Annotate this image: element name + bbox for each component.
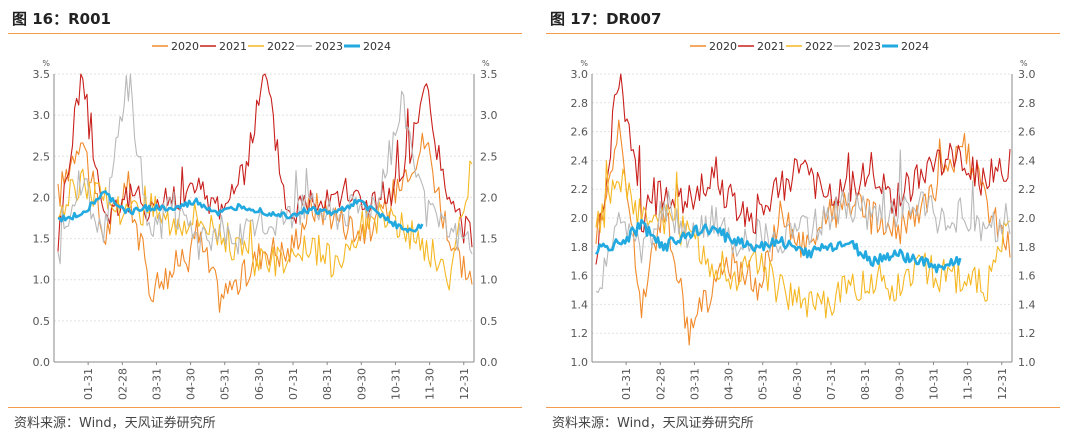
y-tick-label-right: 2.0 [1018, 212, 1036, 225]
x-tick-label: 01-31 [620, 368, 633, 400]
legend-label: 2024 [363, 40, 391, 53]
x-tick-label: 12-31 [458, 368, 471, 400]
x-tick-label: 10-31 [927, 368, 940, 400]
y-tick-label-left: 2.0 [33, 191, 51, 204]
legend-label: 2023 [853, 40, 881, 53]
y-tick-label-left: 1.8 [571, 241, 589, 254]
y-tick-label-right: 1.4 [1018, 298, 1036, 311]
y-unit-left: % [42, 59, 50, 68]
x-tick-label: 01-31 [82, 368, 95, 400]
y-tick-label-left: 1.2 [571, 327, 589, 340]
x-tick-label: 12-31 [996, 368, 1009, 400]
series-line-2021 [57, 73, 473, 252]
legend-label: 2022 [805, 40, 833, 53]
x-tick-label: 10-31 [389, 368, 402, 400]
legend-label: 2020 [709, 40, 737, 53]
y-tick-label-right: 1.5 [480, 233, 498, 246]
x-tick-label: 03-31 [150, 368, 163, 400]
series-line-2023 [57, 73, 473, 265]
y-tick-label-left: 0.0 [33, 356, 51, 369]
y-tick-label-left: 2.0 [571, 212, 589, 225]
chart-panel-dr007: 图 17：DR007 1.0 1.0 1.2 1.2 1.4 1.4 1.6 1.6 1.8 1.… [546, 0, 1066, 434]
y-tick-label-right: 1.2 [1018, 327, 1036, 340]
legend-label: 2021 [757, 40, 785, 53]
x-tick-label: 11-30 [962, 368, 975, 400]
x-tick-label: 04-30 [185, 368, 198, 400]
y-tick-label-left: 2.8 [571, 97, 589, 110]
y-tick-label-left: 3.0 [571, 68, 589, 81]
y-tick-label-right: 2.8 [1018, 97, 1036, 110]
y-tick-label-right: 2.0 [480, 191, 498, 204]
x-tick-label: 07-31 [287, 368, 300, 400]
y-tick-label-right: 1.0 [480, 274, 498, 287]
series-line-2020 [595, 119, 1011, 346]
y-tick-label-left: 1.5 [33, 233, 51, 246]
legend-label: 2021 [219, 40, 247, 53]
y-tick-label-left: 3.0 [33, 109, 51, 122]
y-unit-right: % [1020, 59, 1028, 68]
y-tick-label-right: 2.6 [1018, 126, 1036, 139]
y-tick-label-right: 0.5 [480, 315, 498, 328]
chart-dr007: 1.0 1.0 1.2 1.2 1.4 1.4 1.6 1.6 1.8 1.8 2.0 2.0 2.2 2… [571, 40, 1036, 400]
x-tick-label: 07-31 [825, 368, 838, 400]
y-tick-label-right: 3.0 [480, 109, 498, 122]
y-unit-right: % [482, 59, 490, 68]
x-tick-label: 03-31 [688, 368, 701, 400]
source-note: 资料来源：Wind，天风证券研究所 [14, 416, 216, 431]
y-tick-label-right: 2.2 [1018, 183, 1036, 196]
series-line-2024 [594, 218, 962, 274]
bottom-rule [546, 407, 1060, 408]
x-tick-label: 06-30 [791, 368, 804, 400]
chart-title: 图 17：DR007 [550, 10, 662, 28]
y-tick-label-right: 3.0 [1018, 68, 1036, 81]
legend-label: 2024 [901, 40, 929, 53]
x-tick-label: 08-31 [859, 368, 872, 400]
x-tick-label: 06-30 [253, 368, 266, 400]
series-line-2022 [57, 160, 473, 291]
top-rule [546, 33, 1060, 34]
x-tick-label: 09-30 [355, 368, 368, 400]
series-line-2021 [595, 73, 1011, 265]
y-tick-label-left: 3.5 [33, 68, 51, 81]
y-tick-label-left: 1.4 [571, 298, 589, 311]
y-tick-label-left: 2.2 [571, 183, 589, 196]
source-note: 资料来源：Wind，天风证券研究所 [552, 416, 754, 431]
series-line-2020 [57, 132, 473, 313]
y-unit-left: % [580, 59, 588, 68]
chart-r001: 0.0 0.0 0.5 0.5 1.0 1.0 1.5 1.5 2.0 2.0 2.5 2.5 3.0 3… [33, 40, 498, 400]
series-line-2022 [595, 160, 1011, 319]
y-tick-label-left: 2.5 [33, 150, 51, 163]
x-tick-label: 09-30 [893, 368, 906, 400]
top-rule [8, 33, 522, 34]
y-tick-label-right: 3.5 [480, 68, 498, 81]
y-tick-label-right: 1.0 [1018, 356, 1036, 369]
y-tick-label-right: 1.6 [1018, 270, 1036, 283]
x-tick-label: 11-30 [424, 368, 437, 400]
chart-title: 图 16：R001 [12, 10, 111, 28]
legend-label: 2020 [171, 40, 199, 53]
x-tick-label: 08-31 [321, 368, 334, 400]
x-tick-label: 04-30 [723, 368, 736, 400]
y-tick-label-right: 1.8 [1018, 241, 1036, 254]
y-tick-label-left: 1.6 [571, 270, 589, 283]
y-tick-label-right: 2.4 [1018, 154, 1036, 167]
series-line-2023 [595, 149, 1011, 293]
legend-label: 2022 [267, 40, 295, 53]
legend-label: 2023 [315, 40, 343, 53]
y-tick-label-left: 1.0 [571, 356, 589, 369]
y-tick-label-right: 0.0 [480, 356, 498, 369]
chart-panel-r001: 图 16：R001 0.0 0.0 0.5 0.5 1.0 1.0 1.5 1.5 2.0 2.0… [8, 0, 528, 434]
x-tick-label: 05-31 [219, 368, 232, 400]
x-tick-label: 05-31 [757, 368, 770, 400]
series-line-2024 [57, 190, 424, 233]
y-tick-label-left: 1.0 [33, 274, 51, 287]
y-tick-label-right: 2.5 [480, 150, 498, 163]
x-tick-label: 02-28 [654, 368, 667, 400]
bottom-rule [8, 407, 522, 408]
y-tick-label-left: 2.6 [571, 126, 589, 139]
y-tick-label-left: 0.5 [33, 315, 51, 328]
x-tick-label: 02-28 [116, 368, 129, 400]
y-tick-label-left: 2.4 [571, 154, 589, 167]
